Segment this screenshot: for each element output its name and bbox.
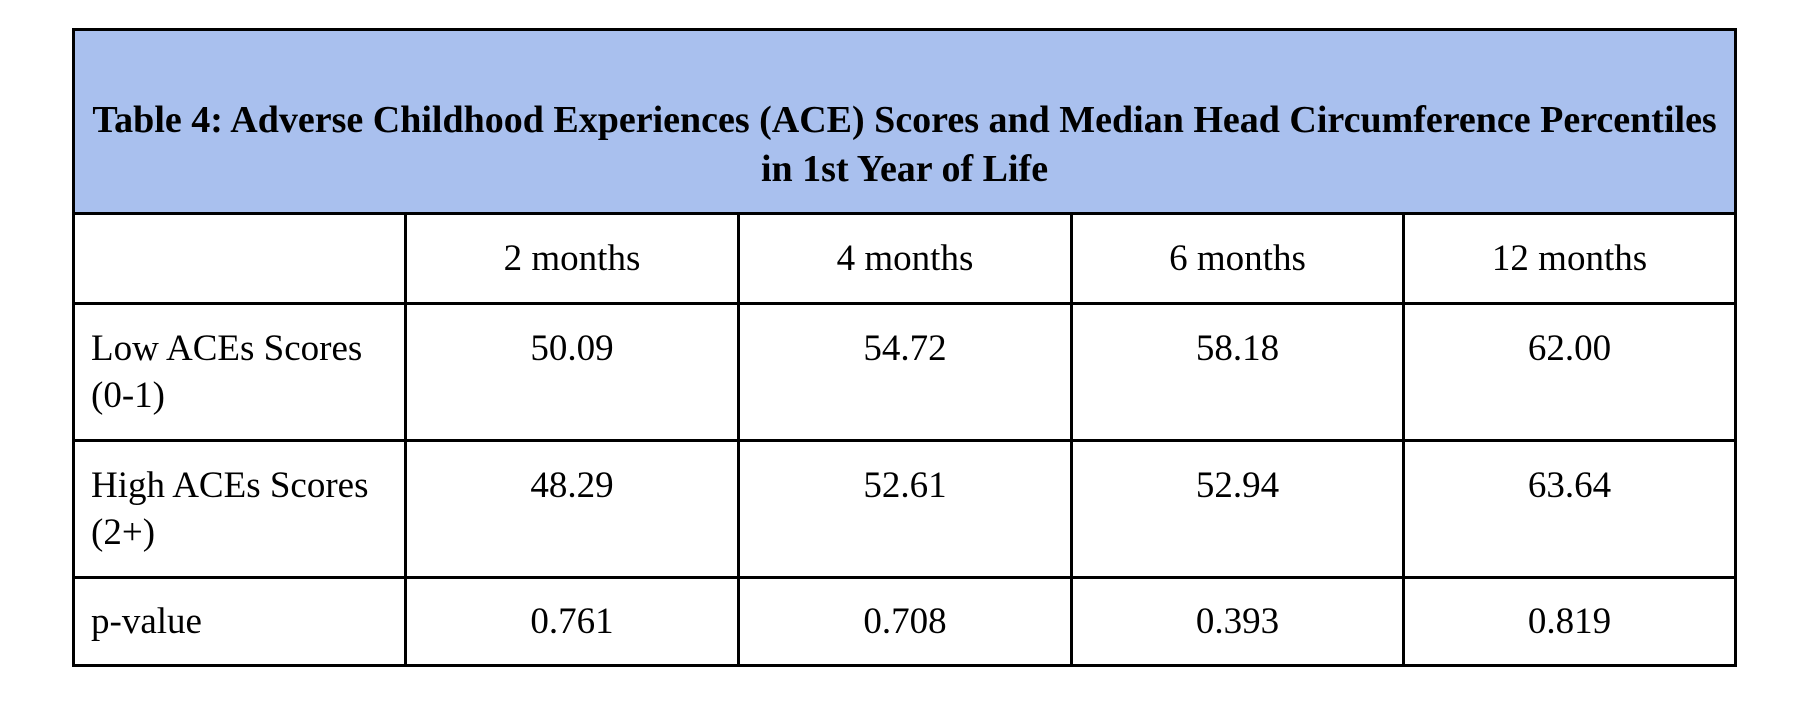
cell-low-aces-2-months: 50.09	[404, 302, 740, 442]
cell-p-value-12-months: 0.819	[1401, 576, 1738, 667]
ace-head-circumference-table: Table 4: Adverse Childhood Experiences (…	[71, 28, 1738, 667]
row-label-low-aces: Low ACEs Scores (0-1)	[72, 302, 407, 442]
table-row-low-aces: Low ACEs Scores (0-1) 50.09 54.72 58.18 …	[72, 302, 1738, 442]
column-header-4-months: 4 months	[737, 212, 1073, 305]
cell-low-aces-6-months: 58.18	[1070, 302, 1405, 442]
row-label-p-value: p-value	[72, 576, 407, 667]
cell-p-value-2-months: 0.761	[404, 576, 740, 667]
row-label-high-aces: High ACEs Scores (2+)	[72, 439, 407, 579]
column-header-6-months: 6 months	[1070, 212, 1405, 305]
column-header-2-months: 2 months	[404, 212, 740, 305]
cell-p-value-6-months: 0.393	[1070, 576, 1405, 667]
data-table-container: Table 4: Adverse Childhood Experiences (…	[71, 28, 1738, 667]
cell-high-aces-6-months: 52.94	[1070, 439, 1405, 579]
cell-low-aces-12-months: 62.00	[1401, 302, 1738, 442]
table-row-high-aces: High ACEs Scores (2+) 48.29 52.61 52.94 …	[72, 439, 1738, 579]
cell-low-aces-4-months: 54.72	[737, 302, 1073, 442]
cell-high-aces-2-months: 48.29	[404, 439, 740, 579]
column-header-12-months: 12 months	[1401, 212, 1738, 305]
table-header-row: 2 months 4 months 6 months 12 months	[72, 212, 1738, 305]
cell-p-value-4-months: 0.708	[737, 576, 1073, 667]
table-title: Table 4: Adverse Childhood Experiences (…	[71, 28, 1738, 215]
cell-high-aces-4-months: 52.61	[737, 439, 1073, 579]
column-header-empty	[72, 212, 407, 305]
table-row-p-value: p-value 0.761 0.708 0.393 0.819	[72, 576, 1738, 667]
cell-high-aces-12-months: 63.64	[1401, 439, 1738, 579]
